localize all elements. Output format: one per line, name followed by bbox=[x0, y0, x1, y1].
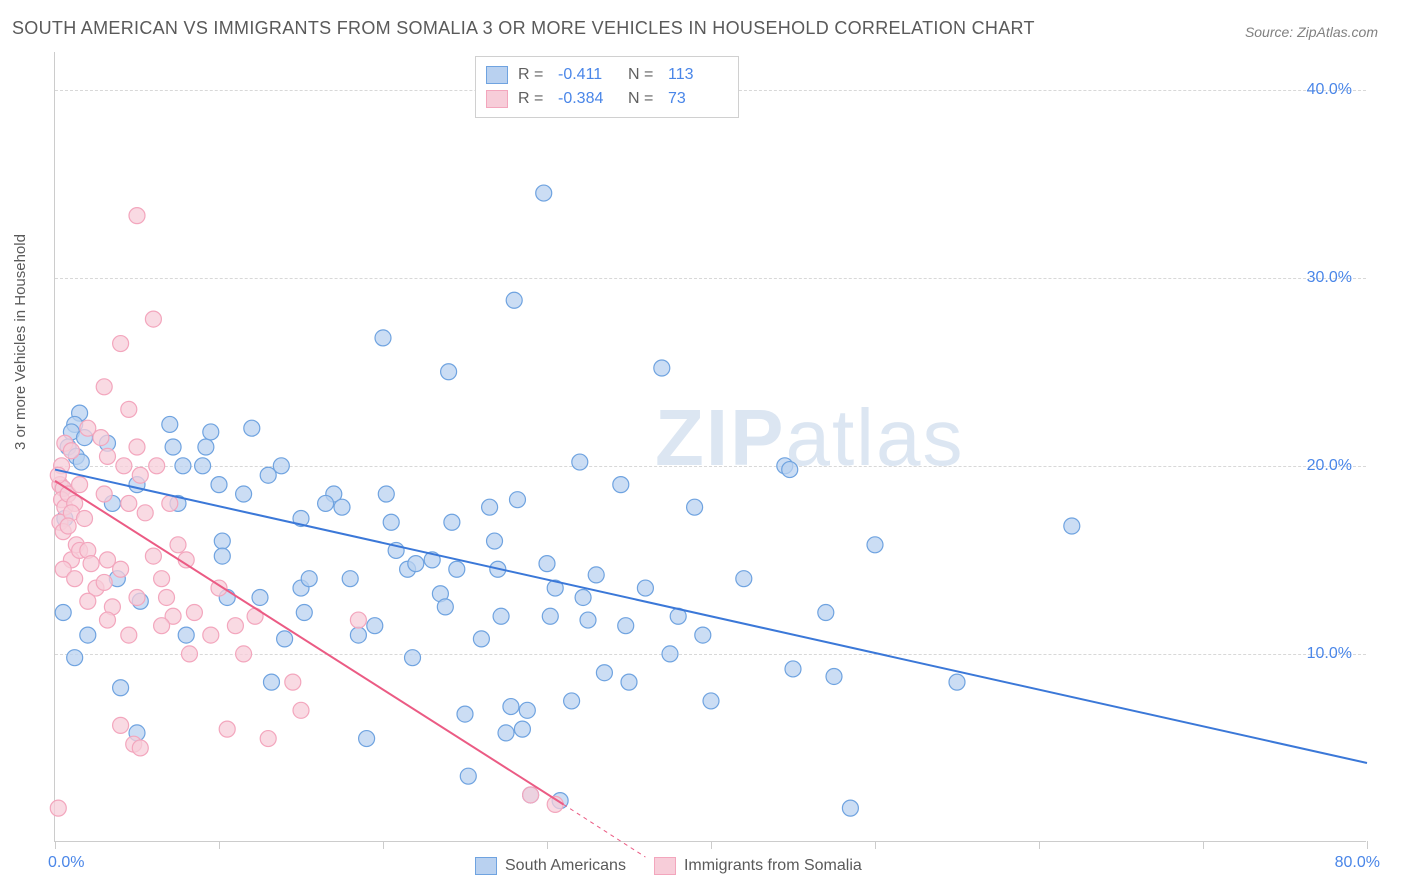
chart-title: SOUTH AMERICAN VS IMMIGRANTS FROM SOMALI… bbox=[12, 18, 1035, 39]
n-value: 113 bbox=[668, 63, 728, 87]
legend-item-somalia: Immigrants from Somalia bbox=[654, 857, 862, 875]
legend-label: Immigrants from Somalia bbox=[684, 857, 862, 875]
y-axis-label: 3 or more Vehicles in Household bbox=[12, 234, 29, 450]
y-tick-label: 10.0% bbox=[1307, 645, 1352, 663]
r-label: R = bbox=[518, 87, 548, 111]
x-tick-max: 80.0% bbox=[1335, 854, 1380, 872]
n-value: 73 bbox=[668, 87, 728, 111]
legend-label: South Americans bbox=[505, 857, 626, 875]
swatch-pink-icon bbox=[486, 90, 508, 108]
swatch-blue-icon bbox=[475, 857, 497, 875]
scatter-svg bbox=[55, 52, 1367, 842]
n-label: N = bbox=[628, 63, 658, 87]
y-tick-label: 30.0% bbox=[1307, 269, 1352, 287]
n-label: N = bbox=[628, 87, 658, 111]
stats-box: R = -0.411 N = 113 R = -0.384 N = 73 bbox=[475, 56, 739, 118]
stats-row-2: R = -0.384 N = 73 bbox=[486, 87, 728, 111]
y-tick-label: 40.0% bbox=[1307, 81, 1352, 99]
source-attribution: Source: ZipAtlas.com bbox=[1245, 24, 1378, 40]
legend-item-south-americans: South Americans bbox=[475, 857, 626, 875]
r-label: R = bbox=[518, 63, 548, 87]
r-value: -0.384 bbox=[558, 87, 618, 111]
stats-row-1: R = -0.411 N = 113 bbox=[486, 63, 728, 87]
x-tick-min: 0.0% bbox=[48, 854, 84, 872]
swatch-blue-icon bbox=[486, 66, 508, 84]
r-value: -0.411 bbox=[558, 63, 618, 87]
y-tick-label: 20.0% bbox=[1307, 457, 1352, 475]
swatch-pink-icon bbox=[654, 857, 676, 875]
legend: South Americans Immigrants from Somalia bbox=[475, 857, 862, 875]
plot-area: ZIPatlas R = -0.411 N = 113 R = -0.384 N… bbox=[54, 52, 1366, 842]
